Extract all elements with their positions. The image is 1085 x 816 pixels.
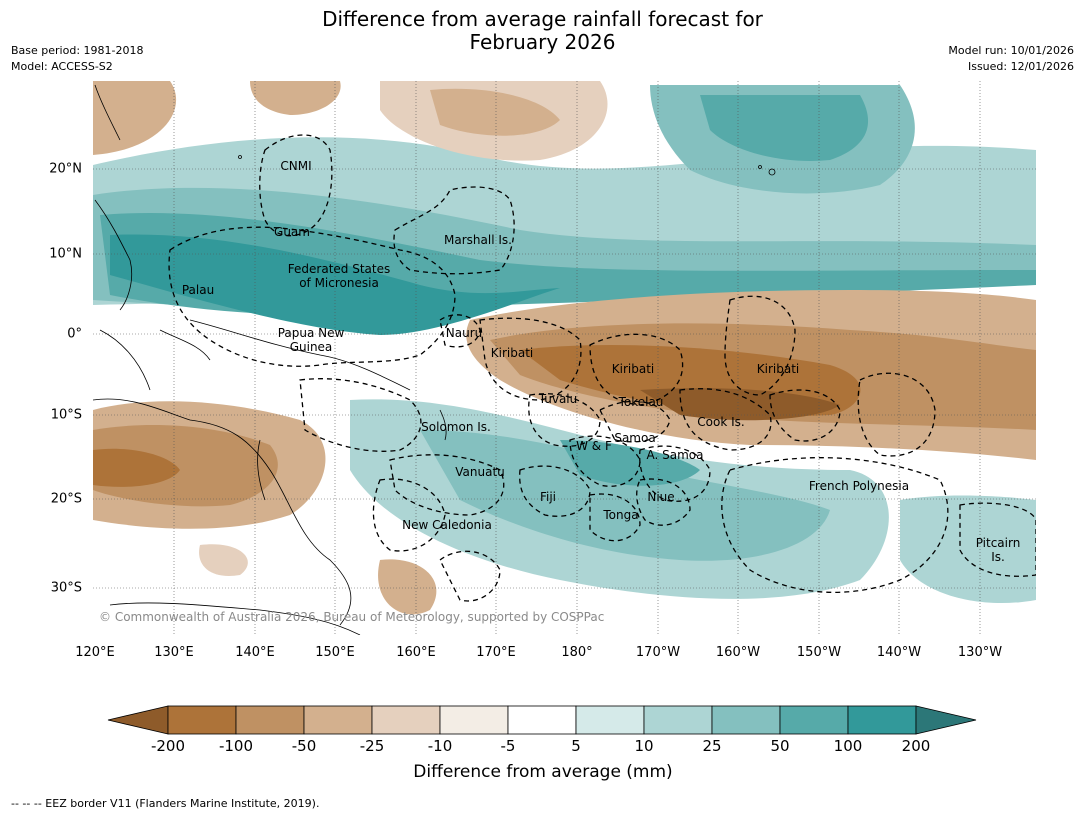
x-tick-label: 180° — [561, 645, 593, 660]
colorbar-swatch — [575, 705, 645, 735]
colorbar-swatch — [711, 705, 781, 735]
place-label: Nauru — [445, 326, 483, 340]
place-label: Kiribati — [756, 362, 800, 376]
place-label: Pitcairn Is. — [975, 536, 1021, 564]
colorbar-swatch — [779, 705, 849, 735]
model-text: Model: ACCESS-S2 — [11, 60, 113, 73]
x-tick-label: 170°W — [635, 645, 681, 660]
x-tick-label: 170°E — [476, 645, 516, 660]
x-tick-label: 160°E — [396, 645, 436, 660]
colorbar-tick-label: -25 — [359, 737, 385, 755]
colorbar-tick-label: -10 — [427, 737, 453, 755]
x-tick-label: 160°W — [715, 645, 761, 660]
colorbar-swatch — [847, 705, 917, 735]
y-tick-label: 10°S — [50, 407, 82, 423]
y-tick-label: 20°N — [49, 161, 82, 177]
place-label: Solomon Is. — [421, 420, 491, 434]
place-label: Niue — [647, 490, 675, 504]
colorbar-tick-label: 25 — [702, 737, 722, 755]
rainfall-field — [93, 81, 1036, 635]
place-label: Tonga — [603, 508, 639, 522]
colorbar — [107, 705, 977, 735]
colorbar-tick-label: -5 — [500, 737, 516, 755]
place-label: Tokelau — [618, 395, 664, 409]
place-label: Federated States of Micronesia — [287, 262, 391, 290]
y-tick-label: 0° — [67, 326, 82, 342]
colorbar-swatch — [167, 705, 237, 735]
colorbar-extend-high — [915, 705, 977, 735]
x-tick-label: 120°E — [75, 645, 115, 660]
y-tick-label: 30°S — [50, 580, 82, 596]
place-label: Papua New Guinea — [277, 326, 345, 354]
colorbar-tick-label: 10 — [634, 737, 654, 755]
map-title: Difference from average rainfall forecas… — [0, 8, 1085, 54]
place-label: Vanuatu — [455, 465, 505, 479]
colorbar-tick-label: 50 — [770, 737, 790, 755]
place-label: Cook Is. — [697, 415, 745, 429]
x-tick-label: 140°W — [876, 645, 922, 660]
place-label: Kiribati — [490, 346, 534, 360]
place-label: Guam — [274, 225, 310, 239]
colorbar-swatch — [643, 705, 713, 735]
colorbar-swatch — [507, 705, 577, 735]
place-label: A. Samoa — [646, 448, 704, 462]
colorbar-tick-label: -50 — [291, 737, 317, 755]
x-tick-label: 140°E — [235, 645, 275, 660]
x-tick-label: 130°E — [154, 645, 194, 660]
colorbar-swatch — [439, 705, 509, 735]
colorbar-tick-label: 5 — [571, 737, 581, 755]
colorbar-tick-label: 200 — [901, 737, 931, 755]
colorbar-swatch — [303, 705, 373, 735]
place-label: New Caledonia — [402, 518, 492, 532]
copyright-text: © Commonwealth of Australia 2026, Bureau… — [99, 610, 605, 624]
place-label: French Polynesia — [808, 479, 910, 493]
title-line-1: Difference from average rainfall forecas… — [322, 7, 763, 31]
footnote: -- -- -- EEZ border V11 (Flanders Marine… — [11, 797, 320, 810]
issued-text: Issued: 12/01/2026 — [967, 60, 1074, 73]
x-tick-label: 150°W — [796, 645, 842, 660]
colorbar-extend-low — [107, 705, 169, 735]
title-line-2: February 2026 — [469, 30, 616, 54]
place-label: Kiribati — [611, 362, 655, 376]
model-run-text: Model run: 10/01/2026 — [948, 44, 1074, 57]
x-tick-label: 150°E — [315, 645, 355, 660]
x-tick-label: 130°W — [957, 645, 1003, 660]
colorbar-tick-label: 100 — [833, 737, 863, 755]
place-label: Samoa — [614, 431, 656, 445]
y-tick-label: 10°N — [49, 246, 82, 262]
colorbar-tick-label: -100 — [218, 737, 254, 755]
base-period-text: Base period: 1981-2018 — [11, 44, 144, 57]
colorbar-swatch — [371, 705, 441, 735]
y-tick-label: 20°S — [50, 491, 82, 507]
place-label: Marshall Is. — [444, 233, 512, 247]
place-label: W & F — [576, 439, 612, 453]
colorbar-tick-label: -200 — [150, 737, 186, 755]
colorbar-swatch — [235, 705, 305, 735]
meta-right: Model run: 10/01/2026 Issued: 12/01/2026 — [948, 43, 1074, 75]
place-label: Palau — [181, 283, 215, 297]
place-label: Fiji — [539, 490, 557, 504]
place-label: Tuvalu — [538, 392, 578, 406]
colorbar-title: Difference from average (mm) — [413, 762, 673, 782]
place-label: CNMI — [280, 159, 312, 173]
meta-left: Base period: 1981-2018 Model: ACCESS-S2 — [11, 43, 143, 75]
